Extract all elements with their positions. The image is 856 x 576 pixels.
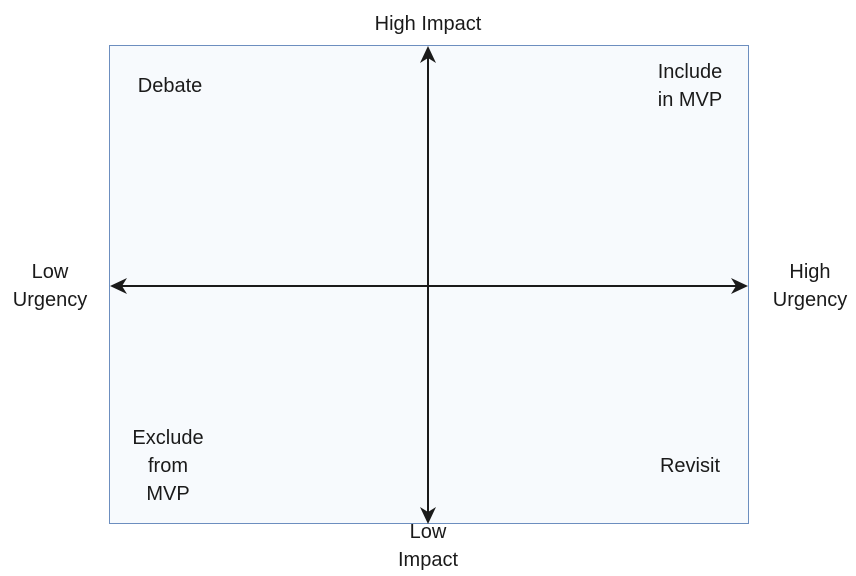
quadrant-label-revisit: Revisit (659, 455, 720, 477)
urgency-arrow-right (731, 278, 748, 294)
axis-label-high-impact: High Impact (374, 13, 482, 35)
urgency-arrow-left (110, 278, 127, 294)
quadrant-label-debate: Debate (137, 75, 203, 97)
axis-label-high-urgency: High Urgency (772, 261, 848, 311)
axis-label-low-urgency: Low Urgency (12, 261, 88, 311)
quadrant-label-include-in-mvp: Include in MVP (657, 61, 723, 111)
axis-label-low-impact: Low Impact (397, 521, 459, 571)
quadrant-label-exclude-from-mvp: Exclude from MVP (132, 427, 204, 505)
impact-arrow-up (420, 46, 436, 63)
impact-arrow-down (420, 507, 436, 524)
